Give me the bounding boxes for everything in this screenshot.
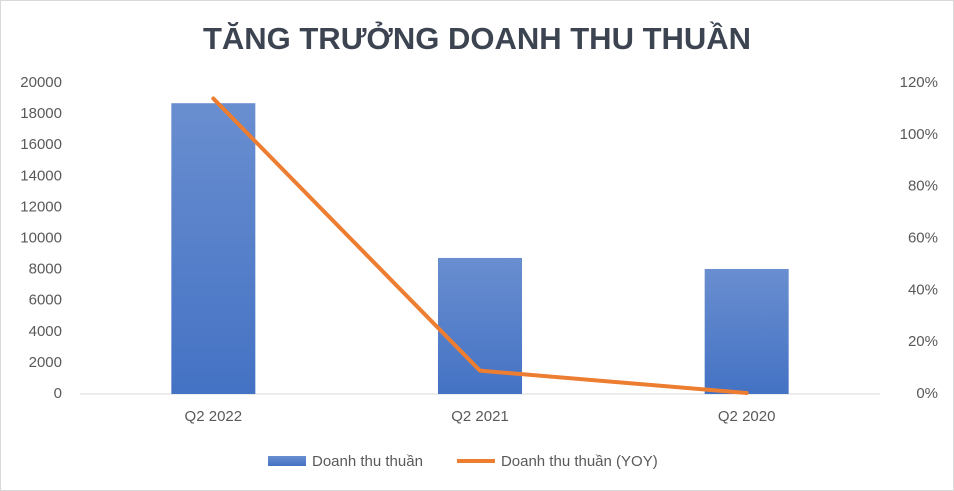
line	[211, 96, 749, 395]
x-tick-label: Q2 2022	[185, 408, 243, 425]
y-tick-label: 0	[54, 385, 62, 402]
y-tick-label: 16000	[20, 136, 62, 153]
y-tick-label: 4000	[29, 323, 62, 340]
legend-label: Doanh thu thuần (YOY)	[501, 453, 658, 470]
x-tick-label: Q2 2020	[718, 408, 776, 425]
y-tick-label: 8000	[29, 261, 62, 278]
y-tick-label: 2000	[29, 354, 62, 371]
legend-label: Doanh thu thuần	[312, 453, 423, 470]
chart-title: TĂNG TRƯỞNG DOANH THU THUẦN	[203, 20, 751, 56]
bar	[704, 268, 789, 394]
y-tick-label: 12000	[20, 198, 62, 215]
y2-tick-label: 120%	[900, 74, 938, 91]
bar	[171, 103, 256, 394]
y2-tick-label: 20%	[908, 333, 938, 350]
legend-swatch	[268, 456, 306, 466]
y-tick-label: 18000	[20, 105, 62, 122]
y-tick-label: 10000	[20, 229, 62, 246]
y2-tick-label: 60%	[908, 229, 938, 246]
x-tick-label: Q2 2021	[451, 408, 509, 425]
y2-tick-label: 100%	[900, 126, 938, 143]
y2-tick-label: 40%	[908, 281, 938, 298]
y2-tick-label: 0%	[916, 385, 938, 402]
y-tick-label: 6000	[29, 292, 62, 309]
y2-tick-label: 80%	[908, 178, 938, 195]
y-tick-label: 14000	[20, 167, 62, 184]
y-tick-label: 20000	[20, 74, 62, 91]
